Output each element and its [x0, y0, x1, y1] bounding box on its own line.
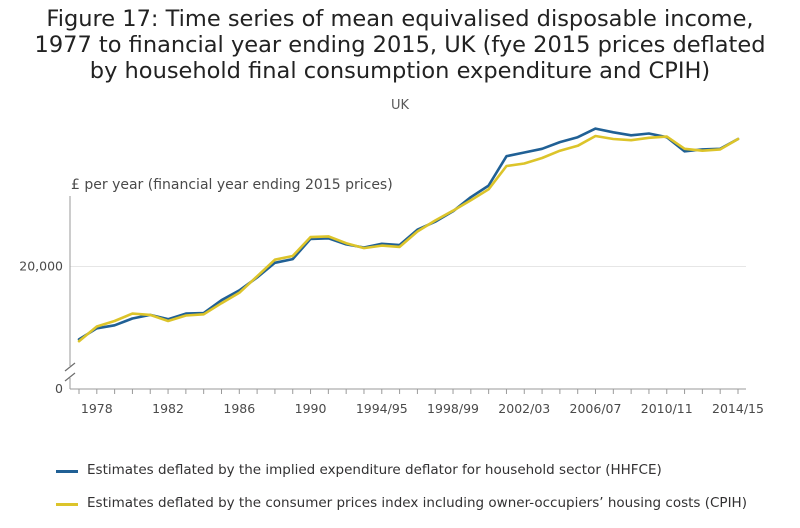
title-line: by household final consumption expenditu…: [89, 58, 711, 84]
x-tick-label: 1994/95: [356, 401, 408, 416]
x-tick-label: 1998/99: [427, 401, 479, 416]
title-line: Figure 17: Time series of mean equivalis…: [46, 6, 754, 32]
axis-break-mark: [64, 362, 76, 372]
y-tick-label: 20,000: [19, 258, 63, 273]
series-line-hhfce: [77, 127, 740, 341]
x-tick-label: 2002/03: [498, 401, 550, 416]
x-tick-label: 1986: [223, 401, 255, 416]
x-tick-label: 2006/07: [570, 401, 622, 416]
legend-label: Estimates deflated by the implied expend…: [87, 462, 662, 478]
series-line-cpih: [77, 134, 740, 343]
y-tick-label: 0: [55, 381, 63, 396]
x-tick-label: 2010/11: [641, 401, 693, 416]
title-line: 1977 to financial year ending 2015, UK (…: [34, 32, 766, 58]
x-axis-ticks: 1978 1982 1986 1990 1994/95 1998/99 2002/03 200…: [78, 389, 764, 416]
chart-title: Figure 17: Time series of mean equivalis…: [0, 6, 800, 84]
legend-label: Estimates deflated by the consumer price…: [87, 495, 747, 511]
y-axis-label: £ per year (financial year ending 2015 p…: [71, 177, 393, 193]
x-tick-label: 1982: [152, 401, 184, 416]
legend-swatch: [56, 503, 78, 506]
series-lines: [77, 127, 740, 343]
legend-swatch: [56, 470, 78, 473]
line-chart: £ per year (financial year ending 2015 p…: [19, 127, 764, 416]
y-axis-ticks: 0 20,000: [19, 258, 63, 396]
chart-subtitle: UK: [390, 98, 410, 113]
axis-break-mark: [64, 372, 76, 382]
x-tick-label: 1990: [295, 401, 327, 416]
axes: [64, 196, 746, 390]
x-tick-label: 1978: [81, 401, 113, 416]
x-tick-label: 2014/15: [712, 401, 764, 416]
